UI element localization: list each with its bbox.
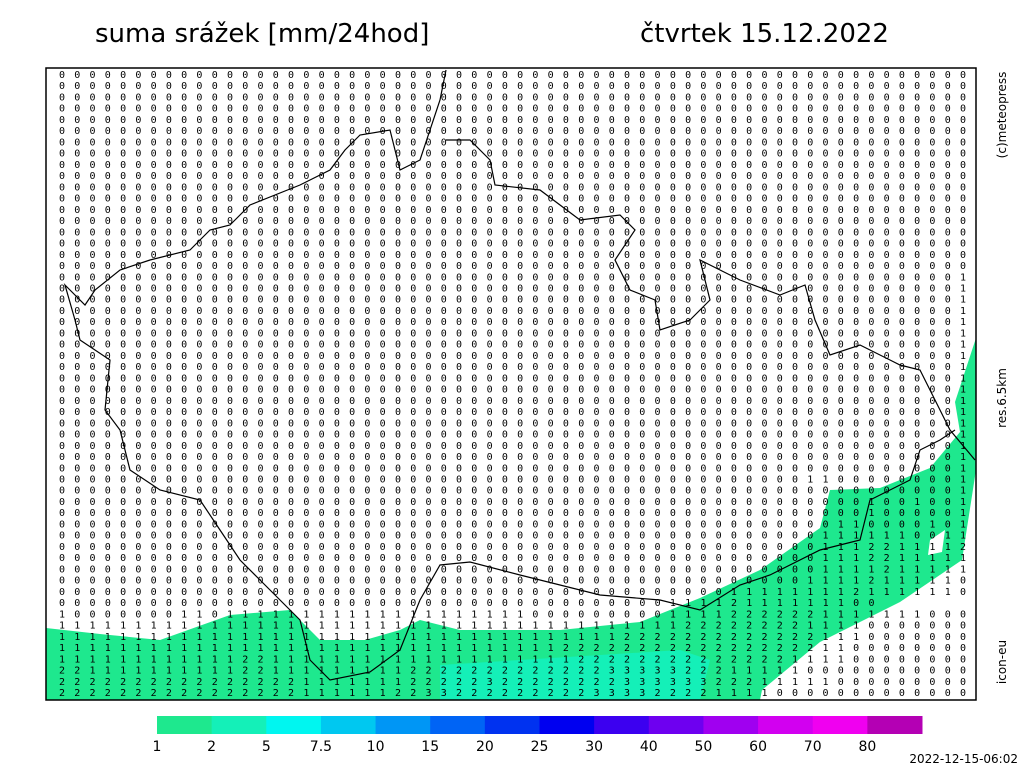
model: icon-eu [995,640,1009,684]
grid-row: 0000000000000000000000000000000000000000… [59,205,966,216]
grid-row: 0000000000000000000000000000000000000000… [59,261,966,272]
grid-row: 0000000000000000000000000000000000000000… [59,441,966,452]
grid-row: 0000000000000000000000000000000000000000… [59,70,966,81]
date: čtvrtek 15.12.2022 [640,19,889,49]
legend-swatch [703,716,759,734]
legend-label: 5 [262,739,271,755]
grid-row: 0000000000000000000000000000000000000000… [59,328,966,339]
grid-row: 0000000000000000000000000000000000000000… [59,317,966,328]
grid-row: 0000000000000000000000000000000000000000… [59,373,966,384]
copyright: (c)meteopress [995,72,1009,159]
legend-swatch [484,716,540,734]
grid-row: 0000000000000000000000000000000000000000… [59,463,966,474]
legend-label: 40 [640,739,658,755]
legend-swatch [648,716,704,734]
legend-swatch [812,716,868,734]
grid-row: 0000000000000000000000000000000000000000… [59,126,966,137]
grid-row: 0000000000000000000000000000000000000000… [59,92,966,103]
grid-row: 0000000000000000000000000000000000000000… [59,475,966,486]
grid-row: 0000000000000000000000000000000000000000… [59,306,966,317]
title: suma srážek [mm/24hod] [95,19,429,49]
grid-row: 0000000000000000000000000000000000000000… [59,418,966,429]
legend-swatch [375,716,431,734]
legend-label: 70 [804,739,822,755]
grid-row: 0000000000000000000000000000000000000000… [59,452,966,463]
legend-label: 15 [421,739,439,755]
legend-label: 2 [207,739,216,755]
legend-swatch [758,716,814,734]
grid-row: 0000000000000000000000000000000000000000… [59,351,966,362]
grid-row: 0000000000000000000000000000000000000000… [59,216,966,227]
timestamp: 2022-12-15-06:02 [909,752,1018,766]
grid-row: 0000000000000000000000000000000000000000… [59,362,966,373]
grid-row: 0000000000000000000000000000000000000000… [59,115,966,126]
legend-label: 30 [585,739,603,755]
grid-row: 0000000000000000000000000000000000000000… [59,295,966,306]
grid-row: 0000000000000000000000000000000000000000… [59,407,966,418]
grid-row: 0000000000000000000000000000000000000000… [59,104,966,115]
legend-label: 25 [531,739,549,755]
grid-row: 0000000000000000000000000000000000000000… [59,598,874,609]
coastline [63,69,976,681]
legend-swatch [320,716,377,734]
legend-swatch [594,716,650,734]
grid-row: 0000000000000000000000000000000000000000… [59,283,966,294]
grid-row: 0000000000000000000000000000000000000000… [59,272,966,283]
legend-label: 20 [476,739,494,755]
grid-row: 0000000000000000000000000000000000000000… [59,340,966,351]
grid-row: 0000000000000000000000000000000000000000… [59,171,966,182]
legend-label: 10 [367,739,385,755]
legend-label: 60 [749,739,767,755]
legend-swatch [867,716,923,734]
grid-row: 0000000000000000000000000000000000000000… [59,385,966,396]
legend-swatch [539,716,595,734]
grid-row: 0000000000000000000000000000000000000000… [59,160,966,171]
legend-swatch [266,716,322,734]
grid-row: 0000000000000000000000000000000000000000… [59,149,966,160]
grid-row: 0000000000000000000000000000000000000000… [59,430,966,441]
map-frame [45,67,977,701]
grid-row: 0000000000000000000000000000000000000000… [59,137,966,148]
legend-label: 50 [695,739,713,755]
legend-label: 80 [858,739,876,755]
legend-label: 1 [153,739,162,755]
grid-row: 0000000000000000000000000000000000000000… [59,396,966,407]
resolution: res.6.5km [995,368,1009,428]
legend-label: 7.5 [310,739,332,755]
grid-row: 0000000000000000000000000000000000000000… [59,182,966,193]
legend-swatch [157,716,213,734]
precip-shading [46,338,976,700]
legend-swatch [430,716,486,734]
grid-row: 0000000000000000000000000000000000000000… [59,81,966,92]
grid-row: 0000000000000000000000000000000000000000… [59,250,966,261]
grid-row: 0000000000000000000000000000000000000000… [59,194,966,205]
legend-swatch [211,716,267,734]
grid-row: 0000000000000000000000000000000000000000… [59,239,966,250]
legend: 1 2 5 7.5 10 15 20 25 30 40 50 60 70 80 [153,716,923,755]
grid-row: 0000000000000000000000000000000000000000… [59,227,966,238]
